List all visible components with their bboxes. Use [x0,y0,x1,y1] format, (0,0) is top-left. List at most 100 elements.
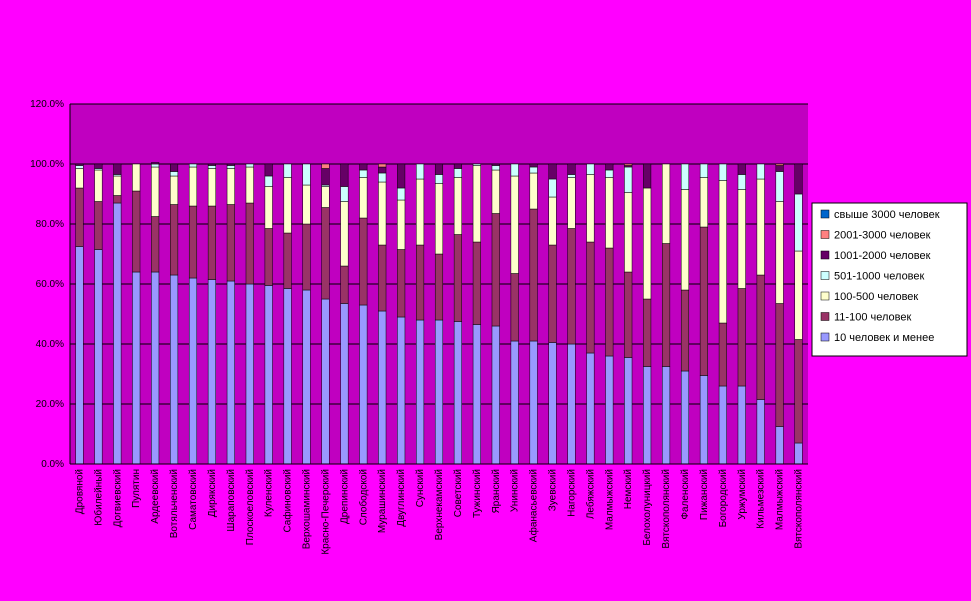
bar-segment [397,199,406,250]
bar-segment [207,168,216,207]
bar-segment [737,385,746,465]
x-tick-label: Верхнекамский [434,469,445,540]
bar-segment [567,174,576,178]
bar-segment [340,303,349,465]
bar-segment [226,168,235,205]
legend-swatch [820,312,830,321]
x-tick-label: Афанасьевский [528,469,540,542]
bar-segment [491,325,500,465]
bar-segment [548,342,557,465]
bar-segment [188,277,198,465]
bar-segment [794,193,803,252]
x-tick-label: Малмыжский [775,469,786,530]
x-tick-labels: Дровяной Юбилейный Догвиевский Пулятин Ардее… [74,469,804,555]
bar-segment [718,180,727,324]
bar-segment [510,273,519,342]
legend-label: 10 человек и менее [834,332,934,344]
bar-segment [737,288,746,387]
x-tick-label: Вятскополянский [794,469,805,549]
bar-segment [453,321,462,465]
legend-label: 11-100 человек [834,312,911,324]
bar-segment [226,165,235,169]
bar-segment [397,249,406,318]
bar-segment [586,352,595,465]
bar-segment [170,175,179,205]
bar-segment [75,168,84,189]
legend-swatch [820,250,830,260]
bar-segment [491,163,500,166]
bar-segment [378,244,387,312]
bar-segment [397,187,406,201]
bar-segment [548,178,557,198]
x-tick-label: Уржумский [737,469,748,520]
bar-segment [662,243,671,367]
bar-segment [378,166,387,174]
bar-segment [794,250,803,340]
bar-segment [416,178,425,246]
x-tick-label: Пулятин [131,469,142,508]
bar-segment [113,163,122,175]
bar-segment [775,201,784,304]
bar-segment [113,195,122,204]
y-tick-labels: 0.0% 20.0% 40.0% 60.0% 80.0% 100.0% 120.0% [30,99,64,470]
bar-segment [340,201,349,267]
bar-segment [264,163,273,177]
y-tick-label: 100.0% [30,159,64,170]
bar-segment [453,177,462,235]
bar-segment [529,208,538,342]
bar-segment [472,165,481,243]
bar-segment [264,228,273,286]
bar-segment [434,183,444,255]
bar-segment [434,163,444,175]
bar-segment [567,177,576,229]
bar-segment [75,165,84,169]
x-tick-label: Малмыжский [604,469,615,530]
bar-segment [718,322,727,387]
legend-swatch [820,291,830,301]
bar-segment [151,216,160,273]
bar-segment [548,163,557,180]
bar-segment [737,189,746,289]
bar-segment [245,283,254,465]
legend-label: 501-1000 человек [834,271,925,283]
bar-segment [207,165,216,169]
bar-segment [434,319,444,465]
bar-segment [132,271,141,465]
x-tick-label: Саматовский [188,469,199,530]
bar-segment [264,175,273,187]
bar-segment [151,271,160,465]
bar-segment [94,249,103,465]
bar-segment [624,192,633,273]
bar-segment [699,163,708,178]
bar-segment [75,246,84,465]
bar-segment [340,163,349,187]
bar-segment [510,163,519,177]
bar-segment [737,163,746,175]
bar-segment [302,184,311,225]
x-tick-label: Плоскоеловский [245,469,256,545]
bar-segment [302,289,311,465]
bar-segment [151,166,160,217]
bar-segment [207,163,216,166]
y-tick-label: 0.0% [41,459,64,470]
bar-segment [453,168,462,178]
bar-segment [226,204,235,282]
bar-segment [188,205,198,279]
bar-segment [434,174,444,184]
x-tick-label: Двуглинский [396,469,407,527]
bar-segment [794,442,803,465]
bar-segment [378,181,387,246]
bar-segment [567,343,576,465]
y-tick-label: 40.0% [36,339,64,350]
bar-segment [680,189,690,291]
x-tick-label: Кильмезский [756,469,767,529]
x-tick-label: Лебяжский [584,469,596,519]
bar-segment [283,177,292,234]
bar-segment [245,202,254,285]
axes [69,104,808,465]
x-tick-label: Верхошаминский [302,469,313,549]
bar-segment [624,271,633,358]
bar-segment [529,340,538,465]
bar-segment [472,241,481,325]
